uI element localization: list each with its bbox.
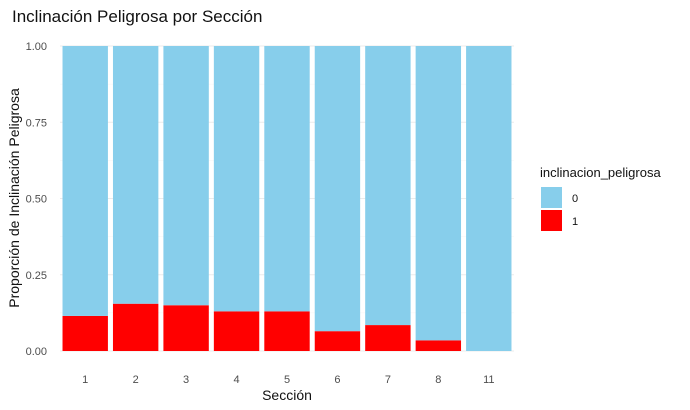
x-tick-label: 7 — [385, 374, 391, 386]
x-tick-label: 6 — [334, 374, 340, 386]
legend-key-0 — [541, 187, 562, 208]
bar-4-series-0 — [213, 46, 260, 312]
y-tick-label: 1.00 — [26, 41, 47, 53]
bar-8-series-1 — [415, 340, 462, 351]
bar-8-series-0 — [415, 46, 462, 341]
x-tick-label: 3 — [183, 374, 189, 386]
bar-5-series-1 — [264, 311, 310, 351]
x-axis-title: Sección — [262, 387, 312, 403]
bar-6-series-0 — [314, 46, 361, 332]
bar-7-series-0 — [365, 46, 411, 326]
chart-title: Inclinación Peligrosa por Sección — [12, 7, 262, 26]
x-tick-label: 5 — [284, 374, 290, 386]
legend-title: inclinacion_peligrosa — [540, 165, 661, 180]
x-tick-label: 2 — [133, 374, 139, 386]
x-tick-label: 4 — [233, 374, 239, 386]
y-tick-label: 0.50 — [26, 194, 47, 206]
x-tick-label: 1 — [82, 374, 88, 386]
bar-1-series-1 — [62, 315, 108, 351]
y-tick-label: 0.25 — [26, 270, 47, 282]
bar-7-series-1 — [365, 325, 411, 351]
bar-3-series-0 — [163, 46, 209, 306]
bar-4-series-1 — [213, 311, 260, 351]
y-axis-title: Proporción de Inclinación Peligrosa — [6, 88, 22, 308]
bar-6-series-1 — [314, 331, 361, 351]
bars — [62, 46, 512, 351]
legend-label-1: 1 — [572, 216, 578, 228]
y-tick-label: 0.00 — [26, 346, 47, 358]
x-tick-label: 8 — [435, 374, 441, 386]
bar-2-series-0 — [112, 46, 159, 304]
x-axis-ticks: 1 2 3 4 5 6 7 8 11 — [82, 374, 494, 386]
bar-2-series-1 — [112, 303, 159, 351]
y-tick-label: 0.75 — [26, 117, 47, 129]
bar-1-series-0 — [62, 46, 108, 316]
legend: inclinacion_peligrosa 0 1 — [540, 165, 661, 231]
y-axis-ticks: 0.00 0.25 0.50 0.75 1.00 — [26, 41, 47, 358]
bar-11-series-0 — [466, 46, 512, 351]
legend-label-0: 0 — [572, 193, 578, 205]
x-tick-label: 11 — [483, 374, 494, 386]
bar-5-series-0 — [264, 46, 310, 312]
bar-3-series-1 — [163, 305, 209, 351]
legend-key-1 — [541, 210, 562, 231]
